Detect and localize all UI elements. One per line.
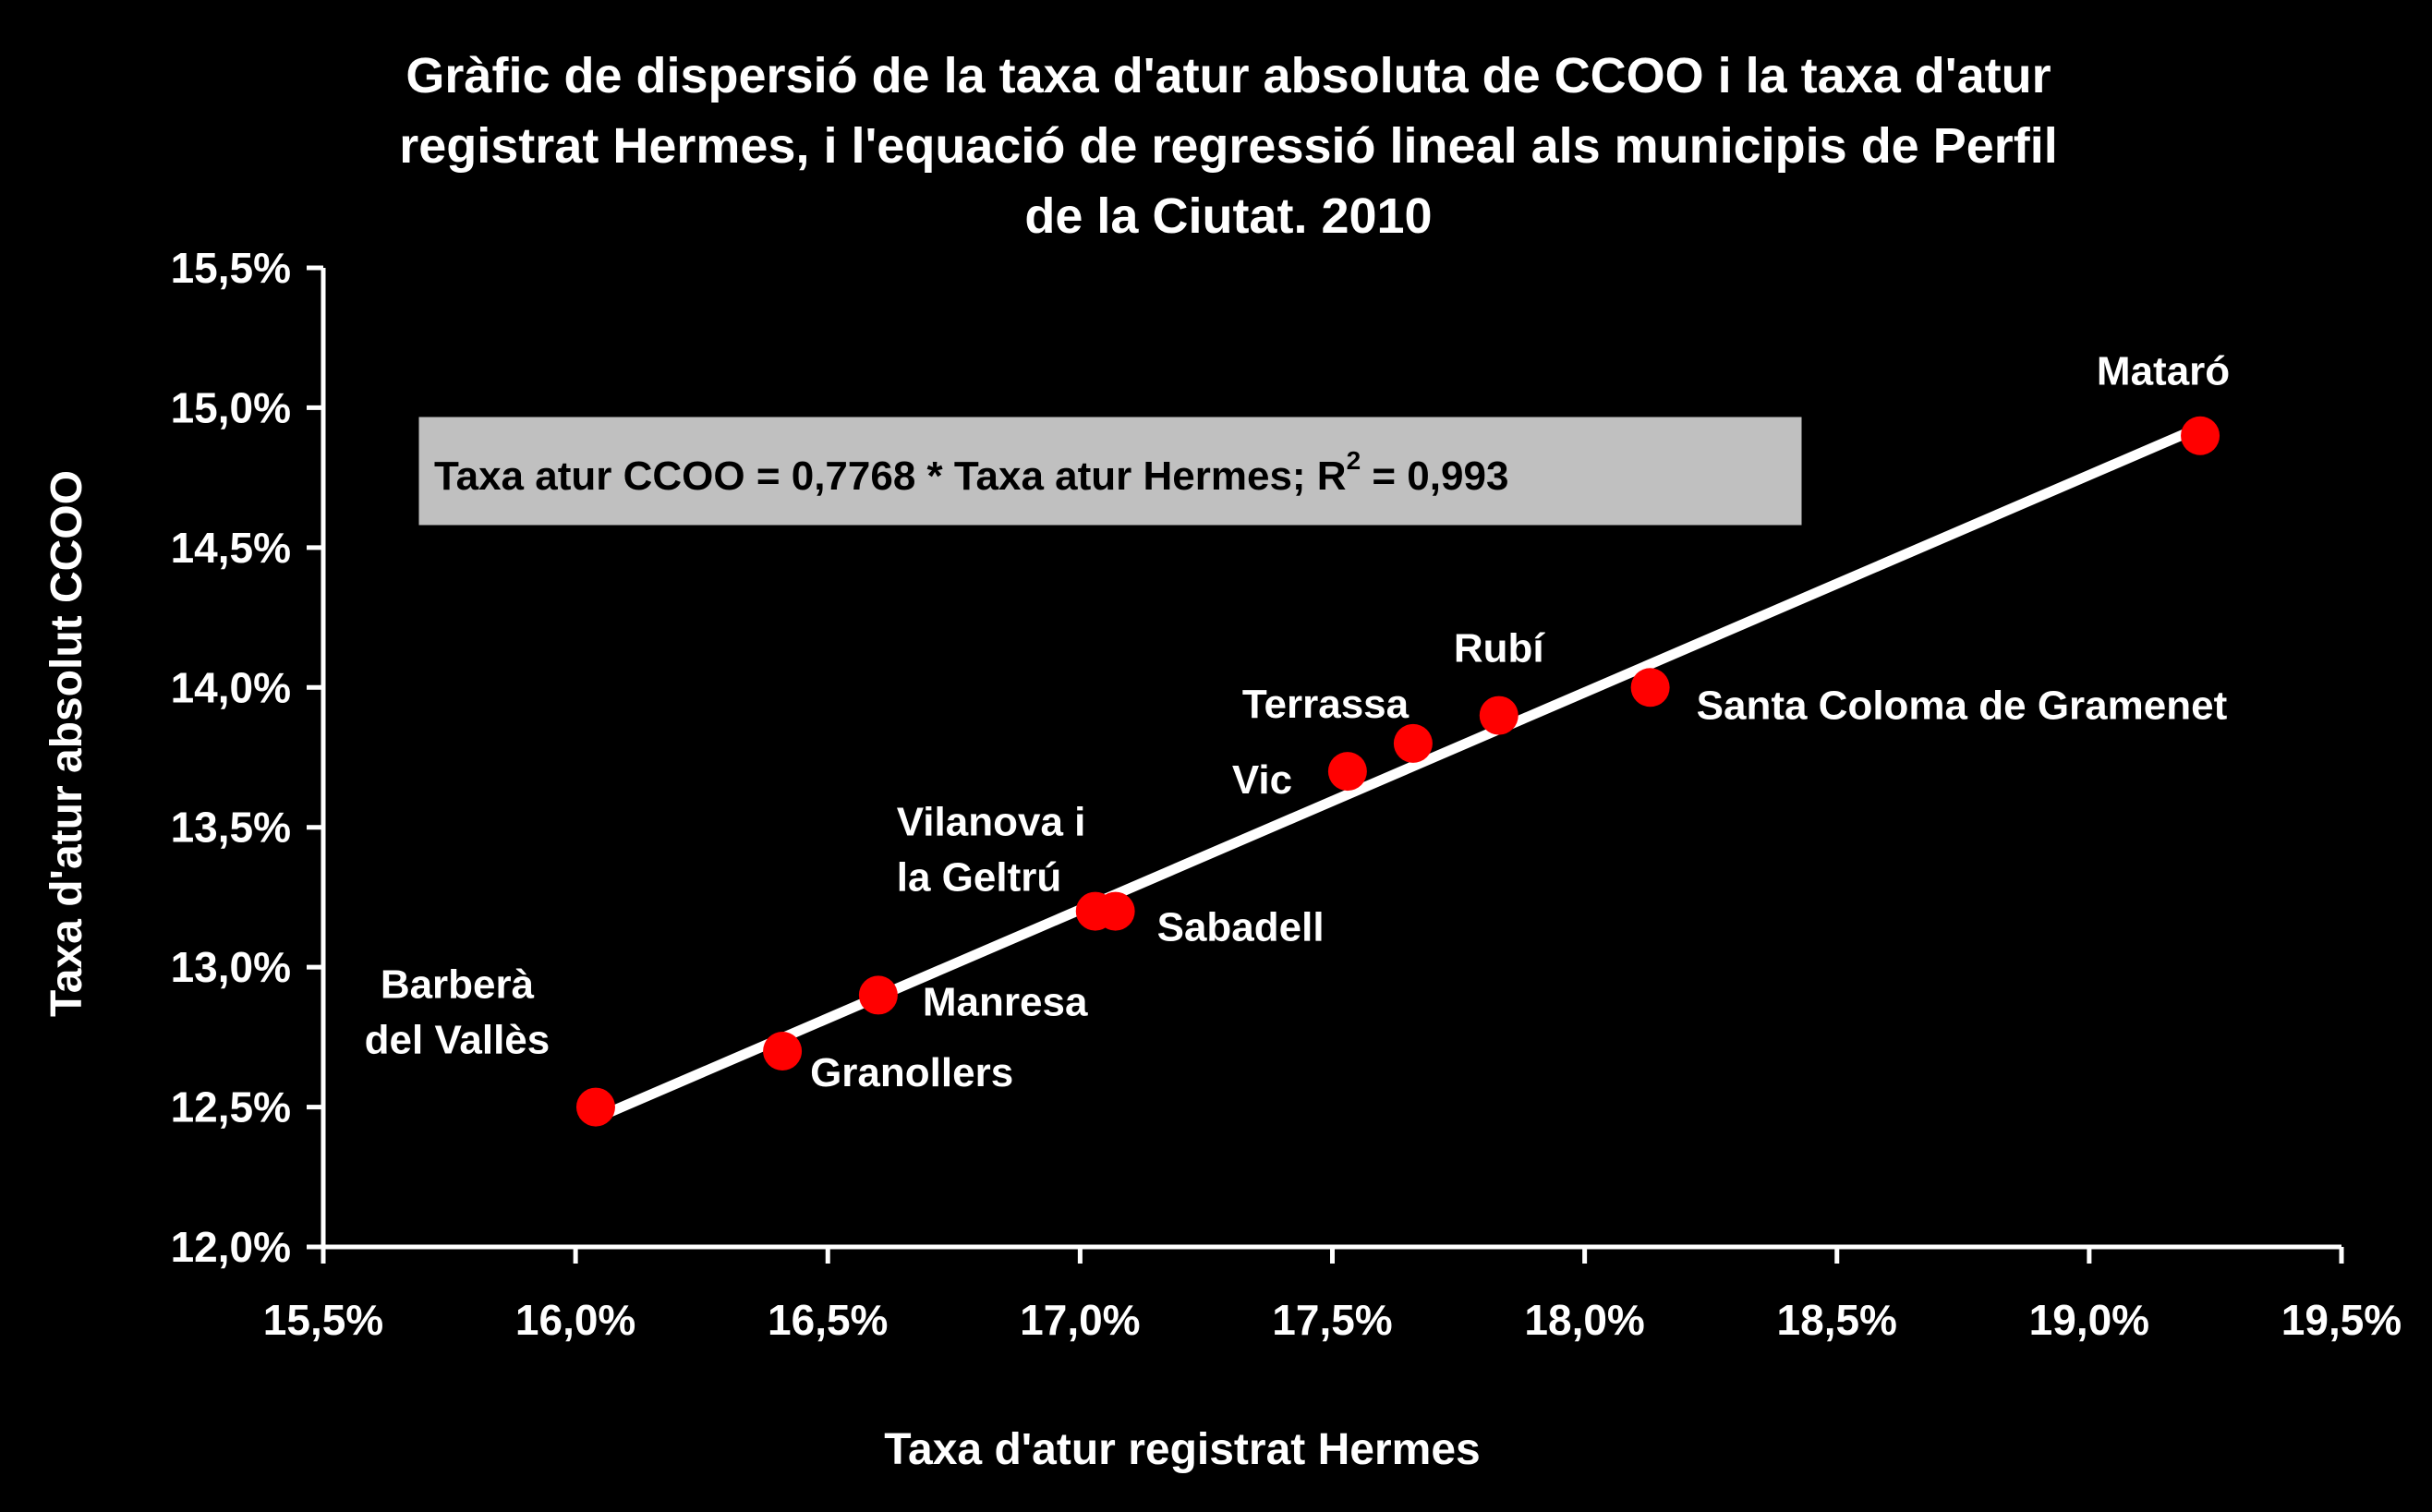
chart-title-line-1: Gràfic de dispersió de la taxa d'atur ab… [405,48,2051,103]
data-point-vic [1327,752,1367,792]
y-axis-ticks: 12,0% 12,5% 13,0% 13,5% 14,0% 14,5% 15,0% 15,5% [171,244,323,1271]
data-point-rubí [1479,696,1518,735]
regression-equation-box: Taxa atur CCOO = 0,7768 * Taxa atur Herm… [416,414,1805,528]
regression-equation-superscript: 2 [1347,446,1361,475]
data-point-sabadell [1095,891,1135,931]
point-label-rubí: Rubí [1454,626,1546,671]
x-tick-label: 18,0% [1524,1296,1644,1344]
regression-equation: Taxa atur CCOO = 0,7768 * Taxa atur Herm… [434,446,1508,499]
y-tick-label: 15,0% [171,383,291,431]
point-label-vic: Vic [1232,757,1292,803]
point-label-terrassa: Terrassa [1242,682,1410,727]
y-axis-title: Taxa d'atur absolut CCOO [42,470,91,1017]
chart-title-line-2: registrat Hermes, i l'equació de regress… [399,118,2058,174]
point-label-granollers: Granollers [810,1050,1013,1095]
x-axis-title: Taxa d'atur registrat Hermes [884,1425,1480,1474]
x-tick-label: 15,5% [263,1296,383,1344]
point-label-barberà-del-vallès: Barberà del Vallès [365,962,551,1063]
x-tick-label: 17,0% [1020,1296,1140,1344]
data-point-santa-coloma-de-gramenet [1630,668,1670,708]
regression-equation-background [416,414,1805,528]
regression-equation-tail: = 0,993 [1361,454,1508,499]
x-tick-label: 18,5% [1777,1296,1897,1344]
regression-equation-main: Taxa atur CCOO = 0,7768 * Taxa atur Herm… [434,454,1347,499]
data-point-terrassa [1393,723,1433,763]
x-axis-ticks: 15,5% 16,0% 16,5% 17,0% 17,5% 18,0% 18,5% 19,0%… [263,1247,2402,1344]
x-tick-label: 16,0% [515,1296,635,1344]
x-tick-label: 19,0% [2029,1296,2149,1344]
data-point-granollers [763,1032,803,1070]
data-point-manresa [858,975,898,1015]
y-tick-label: 12,5% [171,1083,291,1131]
y-tick-label: 15,5% [171,244,291,292]
point-labels: Barberà del Vallès Granollers Manresa Vilano… [365,349,2230,1095]
point-label-sabadell: Sabadell [1157,905,1325,950]
point-label-manresa: Manresa [923,979,1088,1024]
data-points [575,416,2220,1127]
point-label-santa-coloma-de-gramenet: Santa Coloma de Gramenet [1697,683,2228,728]
chart-title: Gràfic de dispersió de la taxa d'atur ab… [399,48,2058,244]
x-tick-label: 19,5% [2281,1296,2402,1344]
data-point-mataró [2181,416,2220,455]
x-tick-label: 16,5% [768,1296,888,1344]
y-tick-label: 14,0% [171,663,291,711]
data-point-barberà-del-vallès [575,1087,615,1127]
point-label-mataró: Mataró [2097,349,2230,394]
y-tick-label: 14,5% [171,524,291,572]
chart-title-line-3: de la Ciutat. 2010 [1024,188,1432,244]
y-tick-label: 12,0% [171,1223,291,1271]
point-label-vilanova-i-la-geltrú: Vilanova i la Geltrú [897,800,1086,901]
y-tick-label: 13,5% [171,804,291,852]
x-tick-label: 17,5% [1272,1296,1392,1344]
y-tick-label: 13,0% [171,943,291,991]
